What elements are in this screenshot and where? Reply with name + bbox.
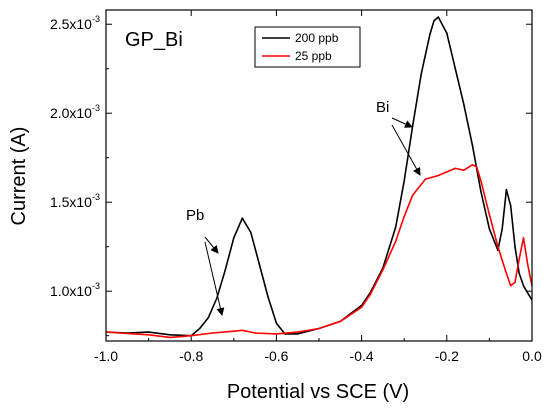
data-point — [403, 180, 406, 182]
legend: 200 ppb 25 ppb — [254, 26, 361, 68]
data-point — [241, 329, 244, 332]
x-tick-label: -0.2 — [435, 348, 459, 364]
y-tick-label: 1.5x10-3 — [50, 192, 100, 210]
x-tick-label: -0.6 — [264, 348, 288, 364]
x-axis-title: Potential vs SCE (V) — [227, 381, 409, 403]
data-point — [198, 327, 201, 330]
data-point — [480, 190, 482, 193]
data-point — [488, 228, 491, 230]
data-point — [446, 32, 448, 34]
annotation-pb-arrow-red — [204, 241, 225, 316]
x-tick-labels: -1.0 -0.8 -0.6 -0.4 -0.2 0.0 — [94, 348, 542, 364]
y-axis-title: Current (A) — [8, 127, 30, 226]
data-point — [147, 331, 150, 333]
series-layer — [106, 16, 532, 339]
annotation-bi: Bi — [376, 99, 421, 176]
y-tick-label: 2.5x10-3 — [50, 14, 100, 32]
data-point — [369, 293, 371, 296]
data-point — [522, 237, 525, 239]
data-point — [296, 333, 299, 335]
data-point — [296, 331, 299, 333]
data-point — [318, 327, 320, 330]
data-point — [403, 215, 406, 218]
data-point — [339, 320, 342, 323]
annotation-pb-arrow-black — [204, 236, 219, 254]
annotation-pb: Pb — [186, 207, 225, 316]
data-point — [509, 205, 512, 207]
data-point — [454, 167, 457, 170]
data-point — [463, 103, 465, 106]
data-point — [258, 263, 261, 266]
series-line-25-ppb — [106, 164, 532, 339]
data-point — [514, 245, 516, 248]
data-point — [437, 16, 440, 18]
data-point — [514, 281, 516, 284]
data-point — [233, 237, 235, 239]
y-tick-label: 2.0x10-3 — [50, 103, 100, 121]
plot-frame — [105, 9, 533, 342]
data-point — [382, 269, 384, 271]
data-point — [446, 171, 448, 173]
data-point — [518, 272, 520, 275]
y-tick-label: 1.0x10-3 — [50, 281, 100, 299]
data-point — [169, 334, 171, 336]
data-point — [509, 285, 512, 287]
data-point — [505, 188, 508, 191]
data-point — [250, 231, 252, 234]
data-point — [501, 228, 504, 230]
data-point — [254, 332, 256, 334]
data-point — [433, 19, 435, 22]
data-point — [488, 213, 491, 216]
data-point — [497, 245, 499, 248]
data-point — [211, 332, 214, 334]
data-point — [454, 67, 457, 70]
data-point — [207, 317, 209, 319]
y-tick-labels: 1.0x10-3 1.5x10-3 2.0x10-3 2.5x10-3 — [50, 14, 100, 299]
data-point — [471, 144, 474, 146]
data-point — [233, 330, 235, 333]
data-point — [147, 334, 150, 336]
data-point — [216, 297, 218, 300]
data-point — [411, 124, 414, 127]
x-tick-label: -0.8 — [179, 348, 203, 364]
data-point — [275, 333, 278, 335]
x-tick-label: -1.0 — [94, 348, 118, 364]
data-point — [463, 169, 465, 171]
data-point — [241, 217, 244, 219]
data-point — [480, 180, 482, 182]
data-point — [526, 263, 529, 266]
x-tick-label: 0.0 — [522, 348, 542, 364]
data-point — [526, 292, 529, 294]
data-point — [394, 226, 397, 228]
data-point — [275, 322, 278, 325]
data-point — [429, 34, 431, 36]
data-point — [471, 164, 474, 166]
data-point — [267, 295, 269, 298]
x-tick-label: -0.4 — [350, 348, 374, 364]
data-point — [360, 306, 363, 309]
annotation-bi-label: Bi — [376, 99, 389, 116]
legend-label-25ppb: 25 ppb — [295, 49, 332, 63]
data-point — [505, 272, 508, 275]
data-point — [224, 269, 227, 271]
annotation-bi-arrow-black — [391, 117, 413, 128]
legend-box — [254, 26, 361, 68]
data-point — [475, 165, 478, 168]
data-point — [522, 285, 525, 287]
annotation-bi-arrow-red — [391, 124, 421, 176]
data-point — [411, 194, 414, 196]
series-line-200-ppb — [106, 16, 532, 337]
data-point — [424, 178, 427, 180]
panel-title: GP_Bi — [125, 29, 183, 51]
data-point — [420, 73, 423, 75]
legend-label-200ppb: 200 ppb — [295, 31, 339, 45]
data-point — [437, 174, 440, 177]
annotation-pb-label: Pb — [186, 207, 204, 224]
data-point — [169, 336, 171, 339]
data-point — [394, 240, 397, 243]
data-point — [518, 258, 520, 260]
data-point — [190, 334, 192, 337]
